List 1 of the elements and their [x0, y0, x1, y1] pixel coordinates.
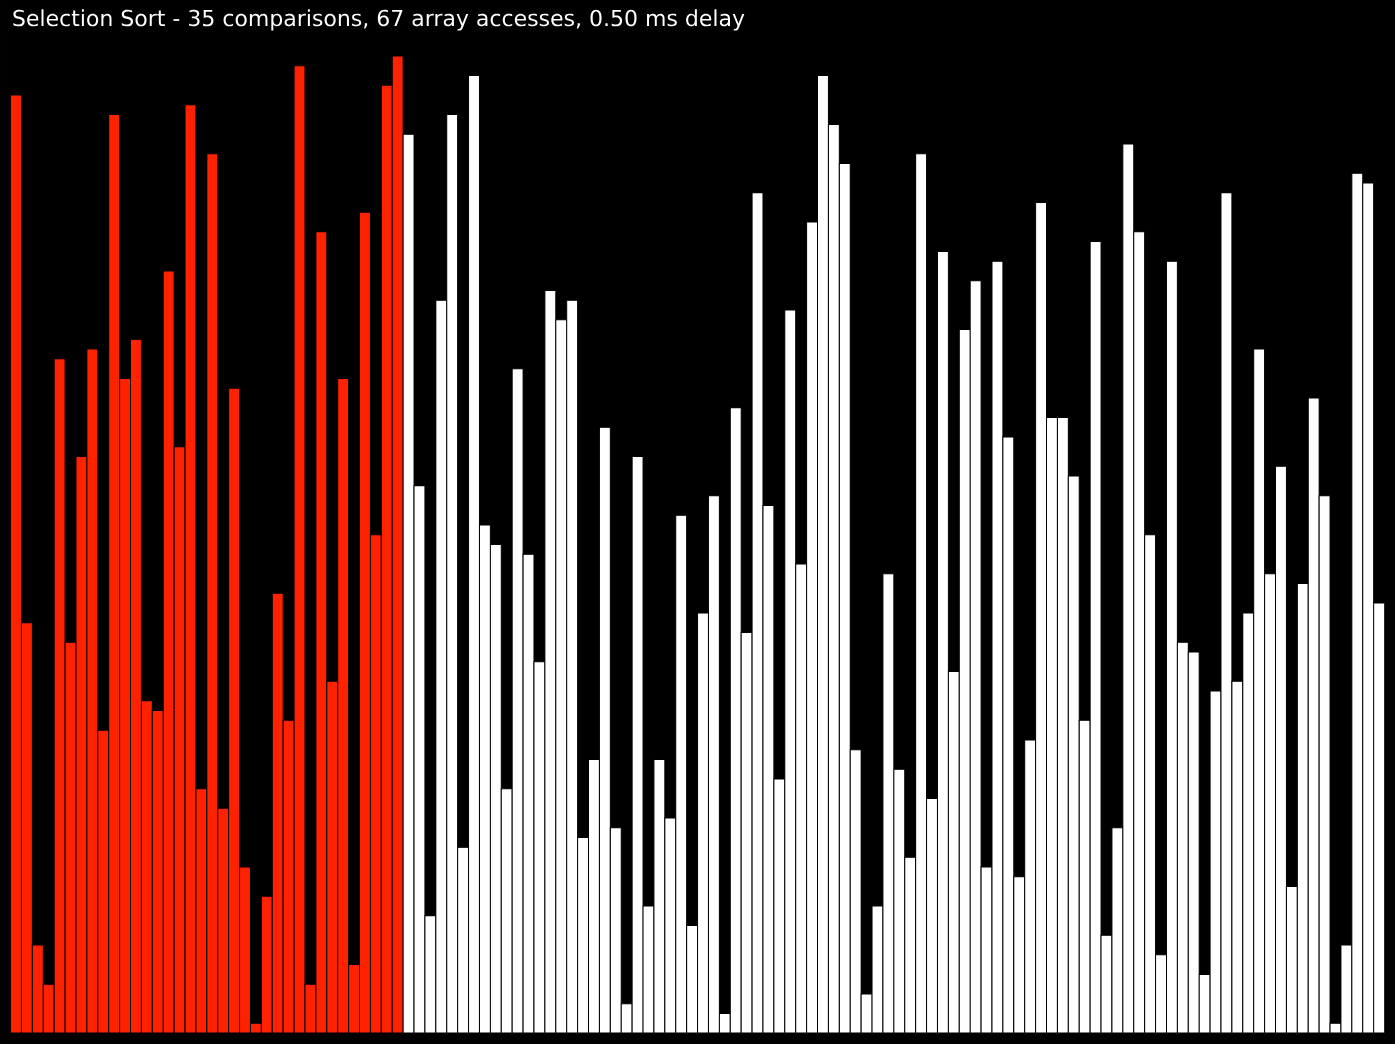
chart-title: Selection Sort - 35 comparisons, 67 array accesses, 0.50 ms delay [13, 9, 745, 31]
